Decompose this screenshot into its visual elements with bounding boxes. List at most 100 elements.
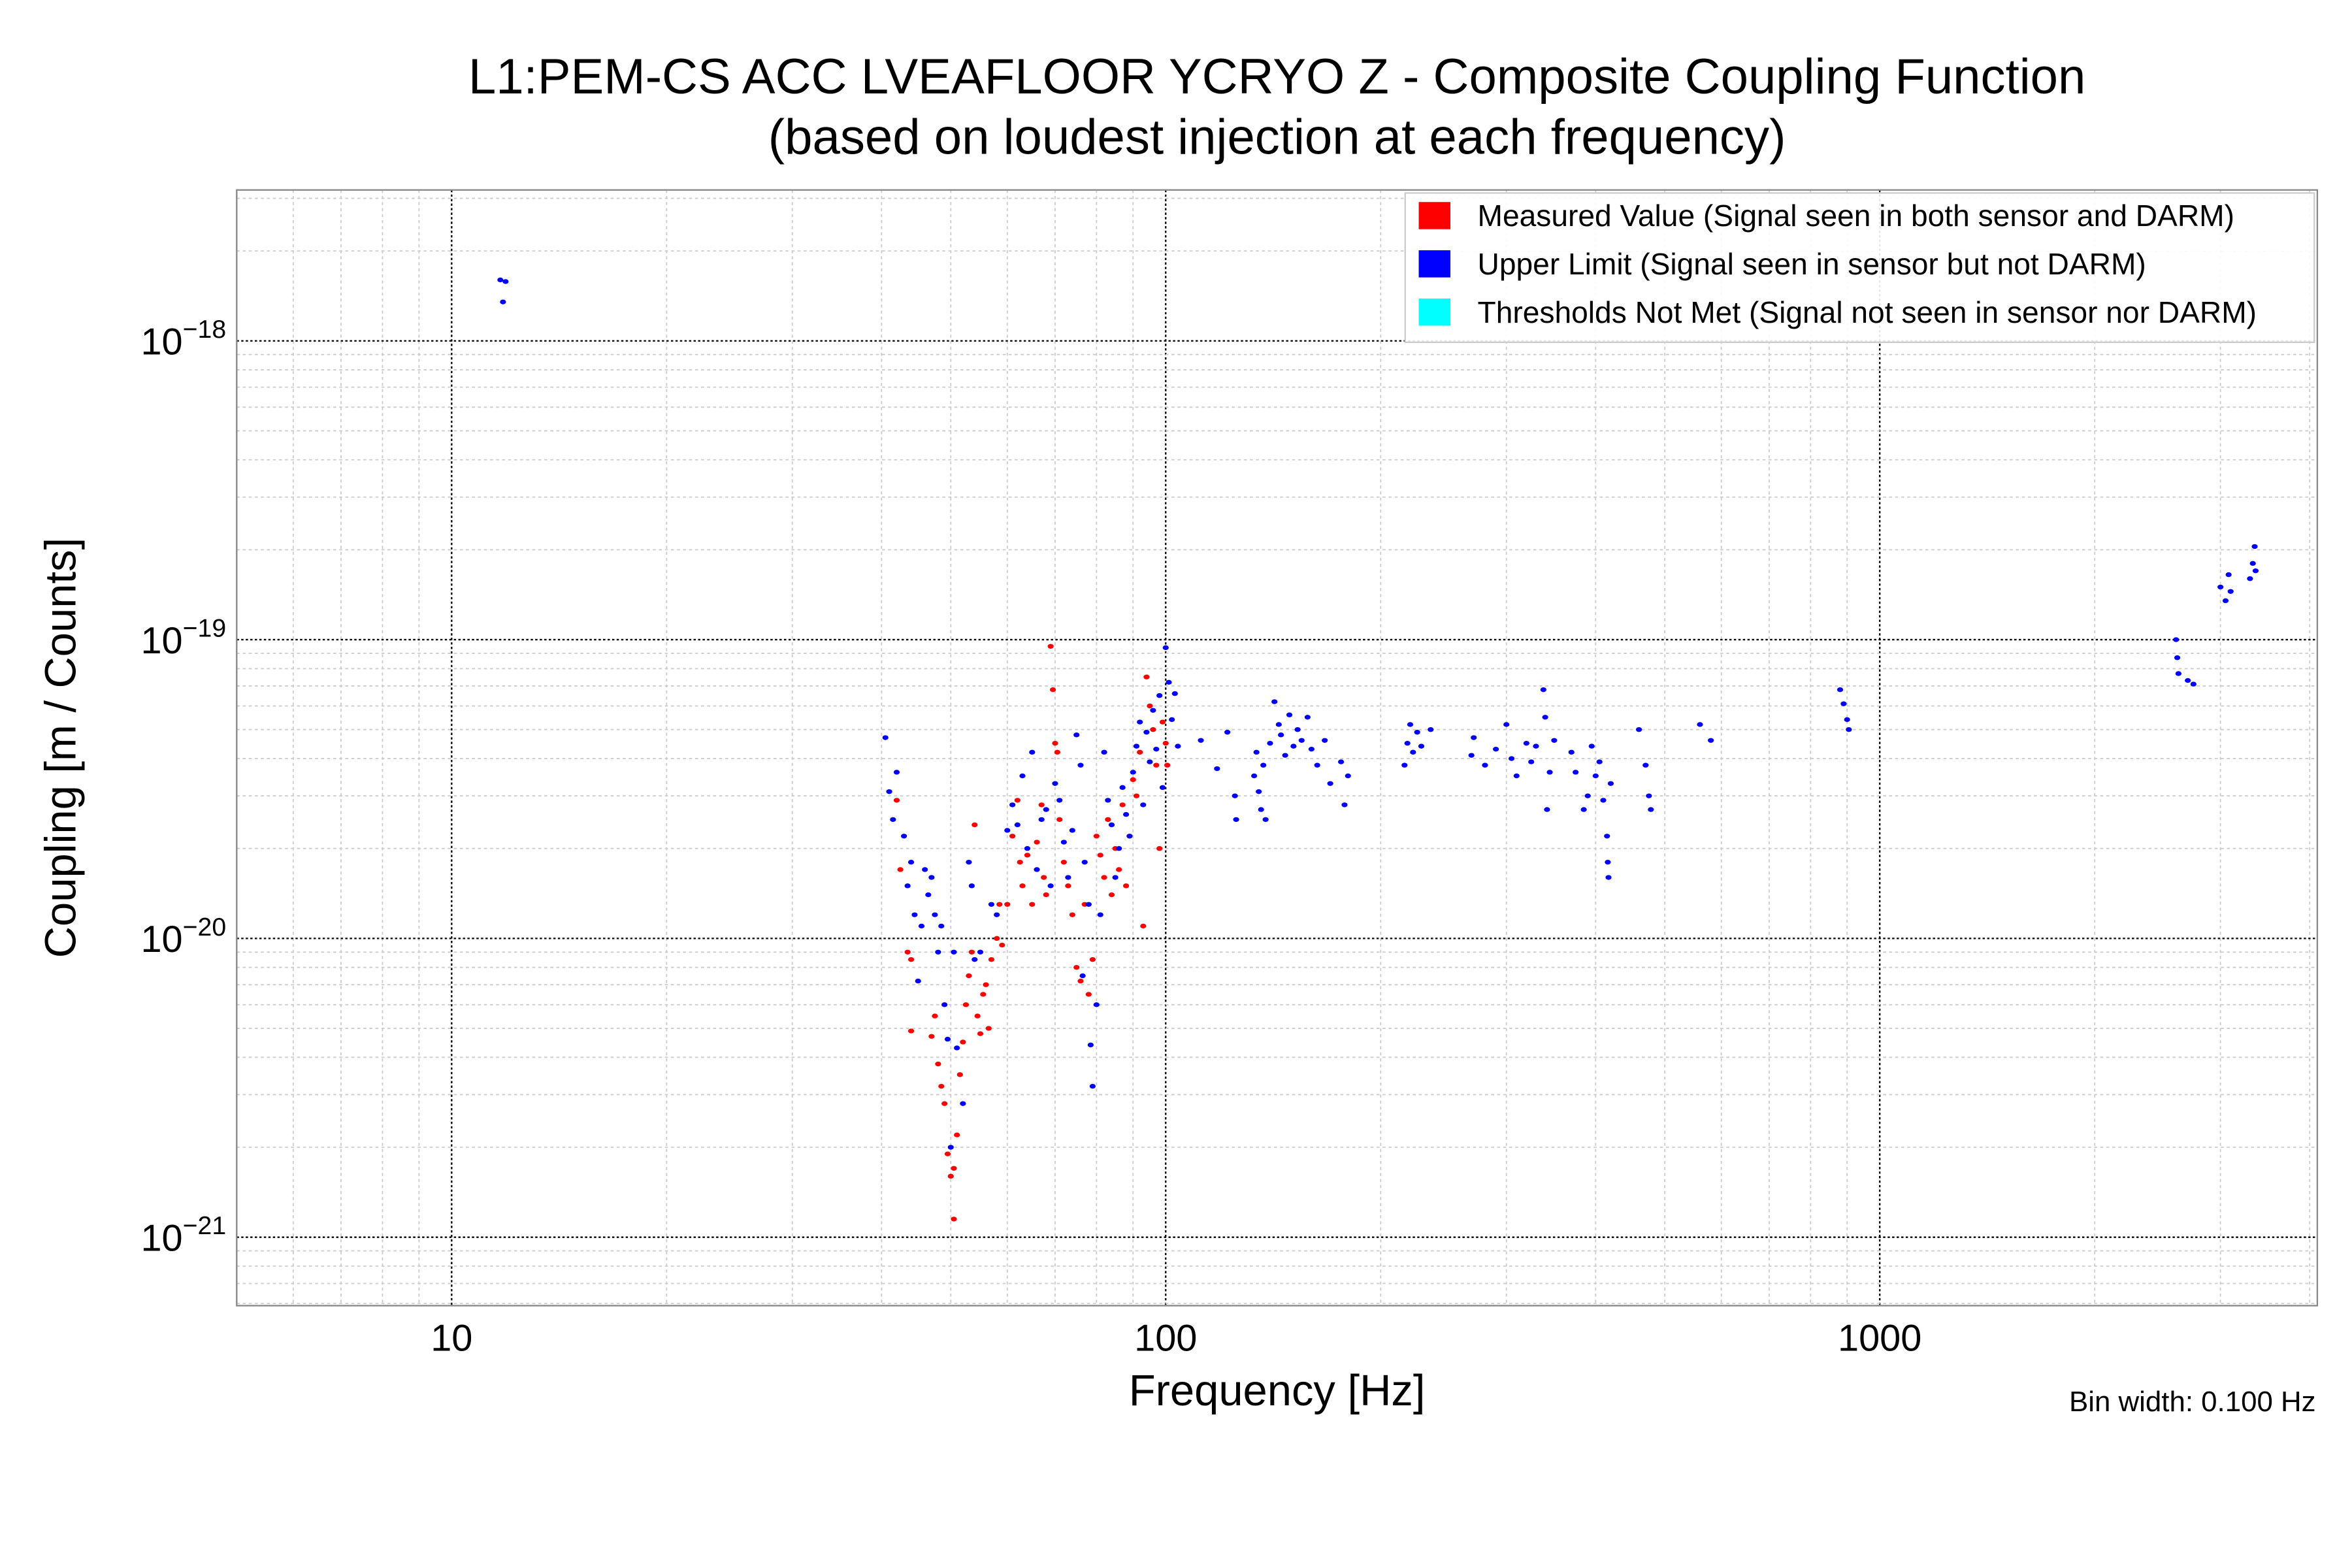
measured-point (935, 1061, 941, 1067)
upper-limit-point (893, 770, 900, 775)
upper-limit-point (1133, 743, 1140, 749)
measured-point (1054, 749, 1060, 755)
upper-limit-point (502, 279, 509, 284)
upper-limit-point (1837, 687, 1844, 693)
y-tick-label: 10−20 (140, 913, 226, 960)
upper-limit-point (1153, 746, 1160, 752)
upper-limit-point (1224, 730, 1231, 735)
upper-limit-point (1304, 715, 1311, 720)
upper-limit-point (1314, 762, 1320, 768)
upper-limit-point (1077, 762, 1084, 768)
upper-limit-point (1166, 679, 1172, 685)
upper-limit-point (1271, 699, 1278, 704)
measured-point (1047, 644, 1054, 649)
measured-point (904, 949, 911, 955)
measured-point (1019, 883, 1026, 889)
measured-point (1017, 859, 1023, 865)
upper-limit-point (1116, 846, 1122, 851)
legend-swatch-upper-limit (1418, 250, 1450, 278)
upper-limit-point (1401, 762, 1408, 768)
measured-point (1164, 762, 1171, 768)
x-tick-labels: 10 100 1000 (431, 1318, 1921, 1360)
upper-limit-point (2190, 681, 2197, 687)
measured-point (974, 1013, 981, 1019)
upper-limit-point (1056, 798, 1063, 803)
upper-limit-point (1648, 807, 1654, 812)
measured-point (1060, 859, 1067, 865)
upper-limit-point (1159, 785, 1166, 791)
upper-limit-point (1014, 822, 1021, 828)
measured-point (1069, 912, 1075, 917)
upper-limit-point (972, 956, 978, 962)
measured-point (1143, 674, 1150, 679)
upper-limit-point (1493, 746, 1499, 752)
upper-limit-point (918, 923, 925, 929)
upper-limit-point (1404, 740, 1411, 746)
upper-limit-point (925, 892, 932, 898)
measured-point (1041, 875, 1047, 880)
upper-limit-point (968, 883, 975, 889)
upper-limit-point (2174, 655, 2181, 661)
upper-limit-point (1112, 875, 1119, 880)
upper-limit-point (1580, 807, 1587, 812)
measured-point (985, 1026, 992, 1031)
upper-limit-point (944, 1036, 951, 1042)
upper-limit-point (1604, 834, 1610, 839)
upper-limit-point (1198, 738, 1204, 743)
upper-limit-point (947, 1145, 954, 1150)
measured-point (980, 992, 987, 997)
measured-point (1162, 740, 1169, 746)
measured-point (996, 902, 1003, 907)
upper-limit-point (1253, 749, 1260, 755)
measured-point (1101, 875, 1107, 880)
upper-limit-point (1101, 749, 1107, 755)
y-tick-base: 10 (140, 620, 182, 662)
upper-limit-point (1410, 749, 1416, 755)
measured-point (938, 1083, 945, 1089)
upper-limit-point (1250, 773, 1258, 779)
x-tick-label: 1000 (1838, 1318, 1921, 1360)
measured-point (1024, 853, 1031, 858)
upper-limit-point (1232, 793, 1238, 798)
measured-point (1130, 777, 1136, 783)
upper-limit-point (1267, 740, 1273, 746)
upper-limit-point (1635, 727, 1642, 732)
upper-limit-point (2251, 544, 2258, 549)
upper-limit-point (1275, 722, 1282, 727)
x-axis-label: Frequency [Hz] (1129, 1366, 1426, 1415)
upper-limit-point (977, 949, 984, 955)
upper-limit-point (1156, 693, 1163, 698)
measured-point (1097, 853, 1103, 858)
upper-limit-point (1073, 732, 1080, 738)
y-tick-base: 10 (140, 919, 182, 960)
upper-limit-point (1568, 749, 1575, 755)
upper-limit-point (886, 789, 892, 794)
upper-limit-point (1233, 817, 1239, 823)
upper-limit-point (1542, 715, 1548, 720)
upper-limit-point (1418, 743, 1425, 749)
upper-limit-point (1588, 743, 1595, 749)
x-tick-label: 100 (1134, 1318, 1197, 1360)
upper-limit-point (1038, 817, 1045, 823)
upper-limit-point (1260, 762, 1267, 768)
upper-limit-point (1844, 717, 1850, 723)
upper-limit-point (938, 923, 945, 929)
upper-limit-point (1708, 738, 1714, 743)
upper-limit-point (1105, 798, 1111, 803)
upper-limit-point (1605, 859, 1611, 865)
upper-limit-point (882, 735, 889, 740)
upper-limit-point (1596, 759, 1603, 764)
upper-limit-point (960, 1101, 966, 1106)
y-tick-base: 10 (140, 321, 182, 363)
upper-limit-point (2252, 568, 2259, 574)
y-tick-base: 10 (140, 1217, 182, 1259)
upper-limit-point (935, 949, 941, 955)
upper-limit-point (1482, 762, 1488, 768)
upper-limit-point (1308, 746, 1315, 752)
measured-point (1034, 840, 1040, 845)
y-tick-exponent: −19 (183, 613, 227, 642)
measured-point (1089, 956, 1096, 962)
legend-swatch-measured (1418, 202, 1450, 229)
upper-limit-point (1140, 802, 1147, 808)
